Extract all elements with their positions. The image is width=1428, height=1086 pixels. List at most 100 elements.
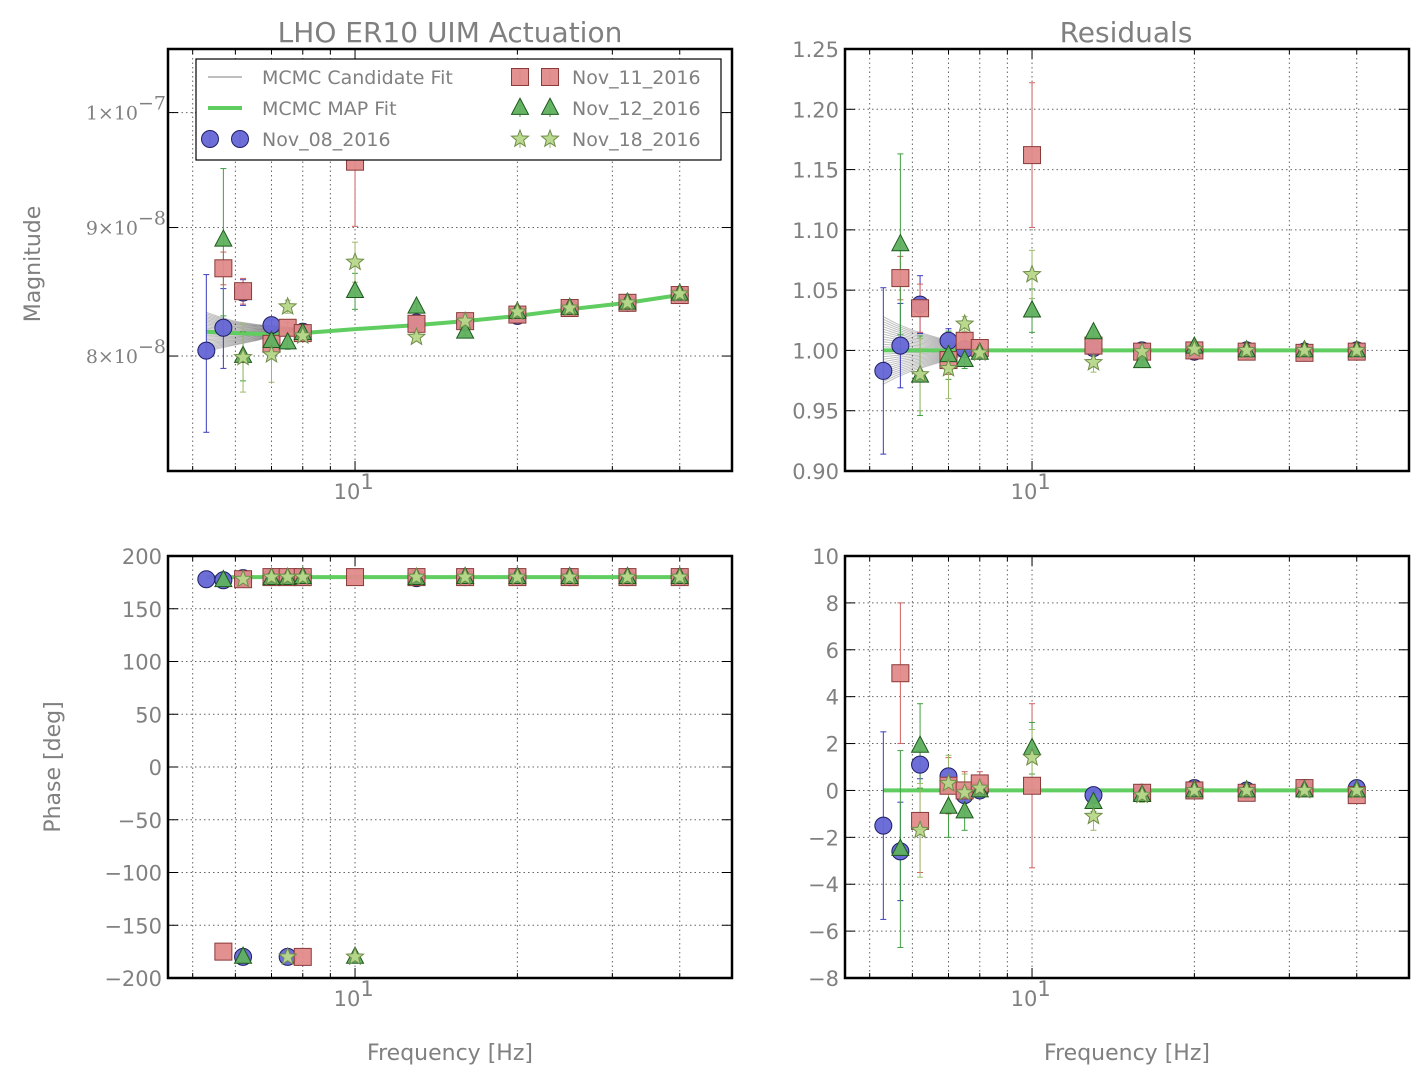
x-tick-label-exponent: 1 [1037,470,1050,494]
data-point [277,946,298,966]
y-tick-label: 100 [122,651,162,675]
data-point [911,299,930,318]
magnitude-panel: LHO ER10 UIM Actuation Magnitude 10 1 8×10… [21,16,734,504]
y-tick-label: −200 [104,967,162,991]
data-point [891,233,910,252]
data-point [293,947,312,966]
data-point [910,819,930,839]
y-tick-label: 50 [135,703,162,727]
data-point [261,566,282,586]
data-point [346,568,365,587]
data-point [1184,780,1205,799]
y-tick-label: 200 [122,545,162,569]
x-tick-label: 10 [1011,480,1038,504]
chart-title: Residuals [1060,16,1193,49]
data-point [1184,338,1205,358]
y-tick-label: 1.25 [792,38,839,62]
legend-label: MCMC MAP Fit [262,98,397,120]
x-tick-label: 10 [1011,987,1038,1011]
data-point [1294,340,1315,359]
data-point [617,566,638,586]
y-tick-label: 8 [826,592,839,616]
plot-frame [843,47,1411,473]
data-point [214,569,233,588]
data-point [261,344,282,364]
phase-panel: Phase [deg] Frequency [Hz] 10 1 −200 −150 −1… [41,545,734,1066]
legend-label: Nov_18_2016 [572,129,701,151]
magnitude-residuals-panel: Residuals 10 1 0.90 0.95 1.00 1.05 1.10 1.15 1.2… [792,16,1411,504]
x-axis-label: Frequency [Hz] [367,1041,533,1066]
data-point [955,331,974,350]
x-tick-label-exponent: 1 [1037,977,1050,1001]
y-tick-label: 150 [122,598,162,622]
legend-marker [510,97,530,115]
data-point [197,570,216,589]
data-point [1023,776,1042,795]
data-point [910,364,930,383]
data-point [954,313,975,333]
y-tick-label: 0 [826,779,839,803]
x-tick-label-exponent: 1 [360,977,373,1001]
data-point [1084,336,1103,355]
data-point [197,341,216,360]
y-tick-label: 1×10 [86,103,138,125]
data-point [407,295,426,314]
data-point [278,331,297,350]
data-point [233,347,253,366]
y-tick-label: 1.10 [792,219,839,243]
y-tick-label: −8 [808,967,839,991]
data-point [406,566,427,586]
data-point [1084,321,1103,340]
data-point [233,568,253,588]
data-point [891,336,910,355]
legend: MCMC Candidate Fit MCMC MAP Fit Nov_08_2… [195,58,722,161]
legend-marker [540,97,560,115]
data-point [617,292,638,312]
data-point [1022,747,1042,766]
data-point [938,773,959,792]
data-point [214,318,233,337]
y-tick-label-exponent: −8 [138,336,166,358]
data-point [345,251,365,271]
x-tick-label-exponent: 1 [360,470,373,494]
plot-frame [166,47,734,473]
data-point [406,326,427,346]
x-axis-label: Frequency [Hz] [1044,1041,1210,1066]
data-point [1236,340,1257,359]
data-point [1132,350,1152,369]
data-point [1023,146,1042,165]
data-point [455,310,475,330]
data-point [969,777,990,797]
data-point [669,283,690,303]
data-point [1022,264,1042,283]
data-point [1132,784,1152,804]
legend-label: MCMC Candidate Fit [262,67,453,89]
data-point [455,566,475,586]
data-point [955,349,974,367]
data-point [1132,341,1152,360]
data-point [214,259,233,278]
legend-marker [540,128,560,148]
y-tick-label: 0.90 [792,460,839,484]
legend-box [195,58,722,161]
legend-marker [231,130,249,148]
y-tick-label: 10 [812,545,839,569]
y-tick-label: 1.15 [792,159,839,183]
data-point [559,297,580,317]
x-tick-label: 10 [334,480,361,504]
legend-swatch-nov-08 [201,130,249,148]
data-point [1294,780,1315,799]
y-axis-label: Phase [deg] [41,701,66,832]
y-tick-label: −150 [104,914,162,938]
data-point [954,782,975,802]
data-point [507,301,528,321]
y-tick-label: 1.20 [792,98,839,122]
plot-frame [166,554,734,980]
data-point [1236,780,1257,799]
y-tick-label: 0 [149,756,162,780]
data-point [891,664,910,683]
data-point [891,838,910,856]
y-tick-label-exponent: −8 [138,208,166,230]
